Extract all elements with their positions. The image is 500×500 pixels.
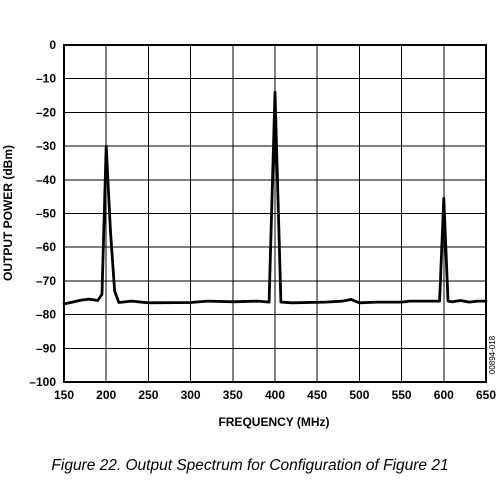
x-axis-tick-labels: 150 200 250 300 350 400 450 500 550 600 650: [54, 388, 496, 402]
x-tick-label: 350: [223, 388, 243, 402]
x-tick-label: 200: [96, 388, 116, 402]
x-axis-title: FREQUENCY (MHz): [218, 415, 329, 429]
y-tick-label: –10: [36, 72, 56, 86]
y-tick-label: –30: [36, 139, 56, 153]
x-tick-label: 150: [54, 388, 74, 402]
figure-caption: Figure 22. Output Spectrum for Configura…: [51, 457, 448, 474]
plot-frame: [63, 44, 487, 383]
y-tick-label: –100: [29, 375, 56, 389]
x-tick-label: 250: [138, 388, 158, 402]
y-tick-label: –80: [36, 308, 56, 322]
spectrum-line-0: [62, 90, 488, 306]
x-tick-label: 400: [265, 388, 285, 402]
x-tick-label: 500: [349, 388, 369, 402]
y-tick-label: –60: [36, 240, 56, 254]
y-tick-label: –20: [36, 105, 56, 119]
series-group: [62, 90, 488, 306]
x-tick-label: 450: [307, 388, 327, 402]
y-tick-label: –40: [36, 173, 56, 187]
y-axis-title: OUTPUT POWER (dBm): [1, 145, 15, 281]
y-tick-label: –90: [36, 341, 56, 355]
x-tick-label: 300: [181, 388, 201, 402]
figure-code: 00894-018: [488, 335, 497, 374]
x-tick-label: 550: [392, 388, 412, 402]
y-tick-label: –70: [36, 274, 56, 288]
y-tick-label: 0: [49, 38, 56, 52]
x-tick-label: 650: [476, 388, 496, 402]
y-axis-tick-labels: 0 –10 –20 –30 –40 –50 –60 –70 –80 –90 –100: [29, 38, 56, 389]
x-tick-label: 600: [434, 388, 454, 402]
y-tick-label: –50: [36, 207, 56, 221]
